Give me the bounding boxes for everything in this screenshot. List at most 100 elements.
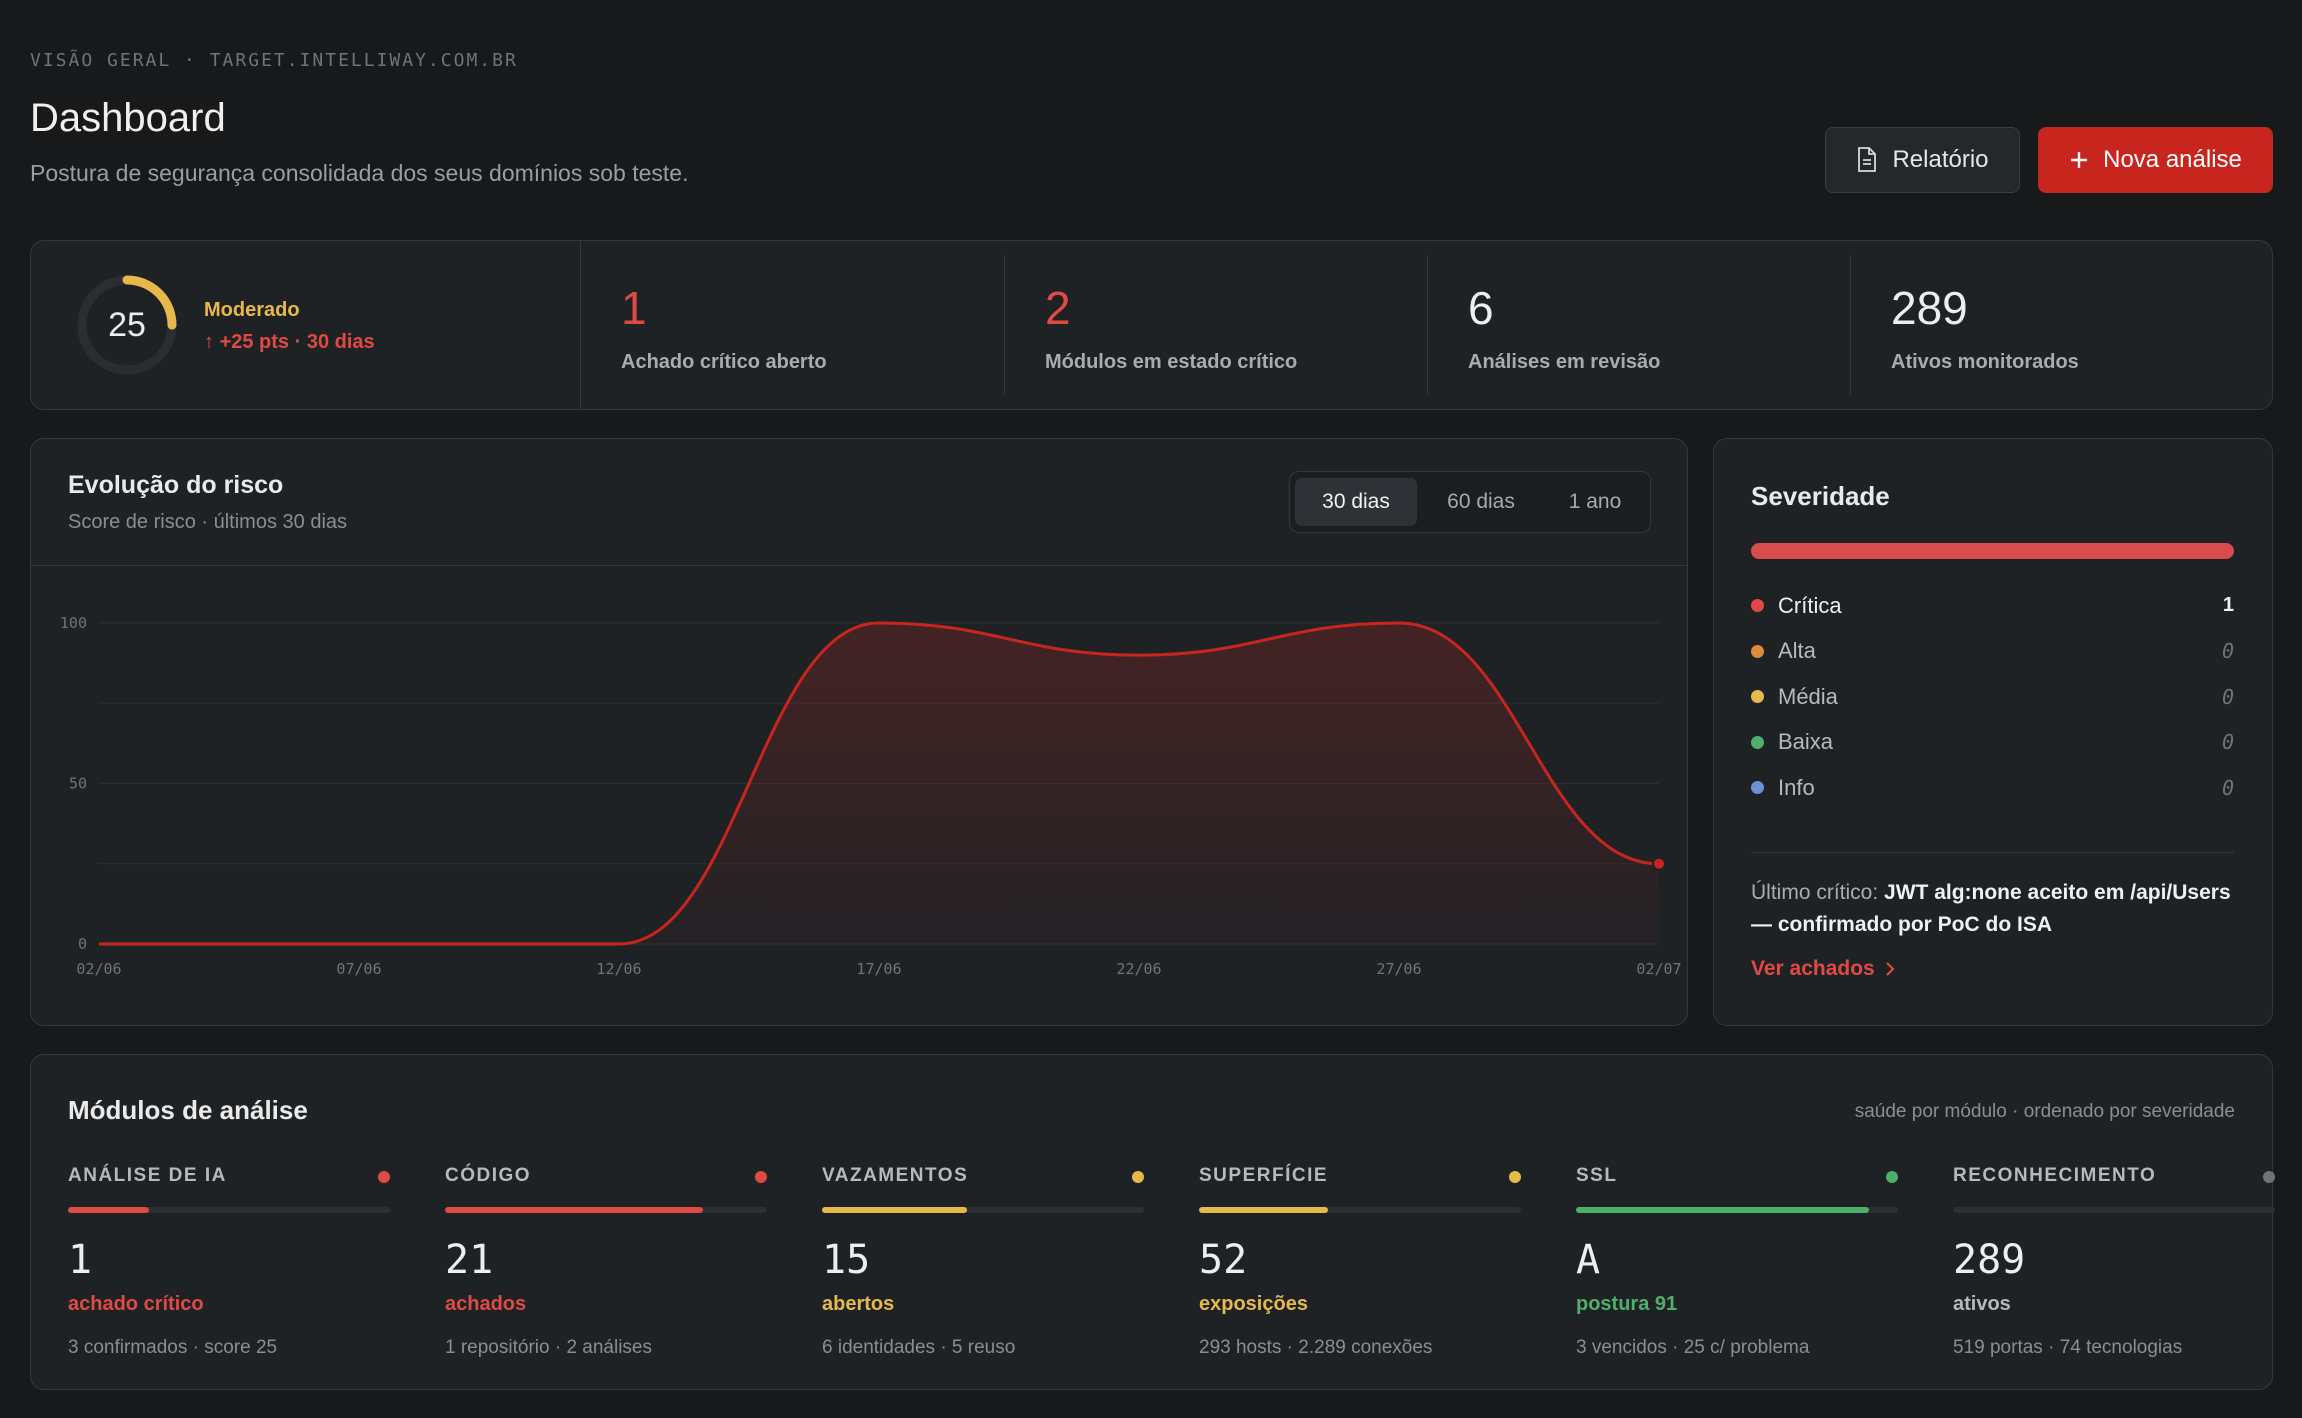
chart-title: Evolução do risco	[68, 471, 284, 499]
stat-critical-modules[interactable]: 2 Módulos em estado crítico	[1005, 255, 1428, 395]
module-value: A	[1576, 1237, 1601, 1283]
stats-bar: 25 Moderado ↑ +25 pts · 30 dias 1 Achado…	[30, 240, 2273, 410]
severity-count: 0	[2221, 730, 2234, 755]
module-metric: exposições	[1199, 1293, 1308, 1315]
module-status-dot	[378, 1171, 390, 1183]
plus-icon	[2071, 152, 2088, 168]
range-1-year[interactable]: 1 ano	[1568, 490, 1622, 513]
modules-note: saúde por módulo · ordenado por severida…	[1854, 1101, 2235, 1122]
modules-title: Módulos de análise	[68, 1095, 308, 1125]
view-findings-label: Ver achados	[1751, 957, 1875, 980]
page-title: Dashboard	[30, 96, 226, 140]
x-tick-label: 12/06	[596, 960, 641, 978]
breadcrumb: VISÃO GERAL · TARGET.INTELLIWAY.COM.BR	[30, 50, 518, 71]
stat-critical-findings[interactable]: 1 Achado crítico aberto	[581, 255, 1005, 395]
view-findings-link[interactable]: Ver achados	[1751, 957, 1895, 981]
x-tick-label: 27/06	[1376, 960, 1421, 978]
module-status-dot	[2263, 1171, 2275, 1183]
module-health-track	[68, 1207, 390, 1213]
module-status-dot	[1509, 1171, 1521, 1183]
stat-monitored-assets[interactable]: 289 Ativos monitorados	[1851, 255, 2271, 395]
severity-title: Severidade	[1751, 481, 1890, 511]
module-card[interactable]: CÓDIGO 21 achados 1 repositório · 2 análise…	[445, 1165, 767, 1375]
chart-subtitle: Score de risco · últimos 30 dias	[68, 511, 348, 533]
module-value: 52	[1199, 1237, 1248, 1283]
page-subtitle: Postura de segurança consolidada dos seu…	[30, 160, 689, 186]
risk-score-value: 25	[108, 305, 146, 344]
last-critical-label: Último crítico:	[1751, 881, 1879, 904]
data-point	[1652, 856, 1666, 871]
chevron-right-icon	[1886, 962, 1895, 976]
module-card[interactable]: ANÁLISE DE IA 1 achado crítico 3 confirmado…	[68, 1165, 390, 1375]
severity-name: Crítica	[1778, 592, 1842, 618]
module-card[interactable]: SUPERFÍCIE 52 exposições 293 hosts · 2.289 …	[1199, 1165, 1521, 1375]
y-tick-label: 100	[60, 614, 87, 632]
module-metric: abertos	[822, 1293, 895, 1315]
module-health-fill	[1576, 1207, 1870, 1213]
severity-row[interactable]: Baixa 0	[1751, 720, 2234, 766]
x-tick-label: 17/06	[856, 960, 901, 978]
report-button[interactable]: Relatório	[1825, 127, 2020, 193]
series-line	[98, 621, 1660, 946]
risk-evolution-card: Evolução do risco Score de risco · últim…	[30, 438, 1688, 1026]
module-details: 3 confirmados · score 25	[68, 1337, 278, 1358]
severity-dot	[1751, 644, 1764, 658]
module-metric: postura 91	[1576, 1293, 1678, 1315]
module-status-dot	[1132, 1171, 1144, 1183]
stat-analyses-review[interactable]: 6 Análises em revisão	[1428, 255, 1851, 395]
severity-dot	[1751, 735, 1764, 749]
new-analysis-button-label: Nova análise	[2103, 146, 2242, 173]
severity-dot	[1751, 599, 1764, 613]
last-critical: Último crítico: JWT alg:none aceito em /…	[1751, 877, 2234, 941]
stat-label: Ativos monitorados	[1891, 351, 2079, 373]
module-details: 519 portas · 74 tecnologias	[1953, 1337, 2183, 1358]
module-value: 1	[68, 1237, 93, 1283]
x-tick-label: 02/06	[76, 960, 121, 978]
module-name: VAZAMENTOS	[822, 1165, 969, 1186]
risk-gauge-arc	[77, 275, 177, 375]
y-tick-label: 0	[78, 935, 87, 953]
module-name: CÓDIGO	[445, 1165, 532, 1186]
report-button-label: Relatório	[1892, 146, 1989, 173]
module-health-track	[1953, 1207, 2275, 1213]
x-tick-label: 22/06	[1116, 960, 1161, 978]
severity-name: Alta	[1778, 638, 1816, 664]
range-30-days[interactable]: 30 dias	[1295, 478, 1417, 526]
risk-score-panel: 25 Moderado ↑ +25 pts · 30 dias	[31, 241, 581, 409]
severity-row[interactable]: Crítica 1	[1751, 583, 2234, 629]
severity-distribution-bar	[1751, 543, 2234, 559]
module-health-fill	[822, 1207, 967, 1213]
new-analysis-button[interactable]: Nova análise	[2038, 127, 2273, 193]
x-tick-label: 02/07	[1636, 960, 1681, 978]
risk-delta-text: +25 pts · 30 dias	[219, 331, 375, 353]
module-name: RECONHECIMENTO	[1953, 1165, 2157, 1186]
severity-row[interactable]: Média 0	[1751, 674, 2234, 720]
module-details: 3 vencidos · 25 c/ problema	[1576, 1337, 1810, 1358]
module-card[interactable]: RECONHECIMENTO 289 ativos 519 portas · 74 t…	[1953, 1165, 2275, 1375]
module-metric: achado crítico	[68, 1293, 204, 1315]
stat-value: 289	[1891, 282, 1968, 334]
module-metric: ativos	[1953, 1293, 2011, 1315]
module-health-fill	[1199, 1207, 1328, 1213]
chart-divider	[31, 565, 1687, 566]
severity-row[interactable]: Info 0	[1751, 765, 2234, 811]
module-value: 21	[445, 1237, 494, 1283]
module-value: 15	[822, 1237, 871, 1283]
severity-name: Média	[1778, 683, 1838, 709]
stat-value: 2	[1045, 282, 1071, 334]
risk-delta: ↑ +25 pts · 30 dias	[204, 331, 375, 354]
module-health-fill	[445, 1207, 703, 1213]
stat-label: Achado crítico aberto	[621, 351, 827, 373]
severity-count: 0	[2221, 775, 2234, 800]
severity-count: 1	[2222, 594, 2234, 617]
module-health-track	[1199, 1207, 1521, 1213]
risk-chart: 0 50 100 02/06 07/06 12/06 17/06 22/06 27/06 02/0…	[60, 614, 1682, 978]
module-name: SUPERFÍCIE	[1199, 1165, 1329, 1186]
module-card[interactable]: VAZAMENTOS 15 abertos 6 identidades · 5 reu…	[822, 1165, 1144, 1375]
severity-count: 0	[2221, 639, 2234, 664]
severity-row[interactable]: Alta 0	[1751, 629, 2234, 675]
module-details: 6 identidades · 5 reuso	[822, 1337, 1016, 1358]
module-name: ANÁLISE DE IA	[68, 1165, 227, 1186]
range-60-days[interactable]: 60 dias	[1447, 490, 1515, 513]
